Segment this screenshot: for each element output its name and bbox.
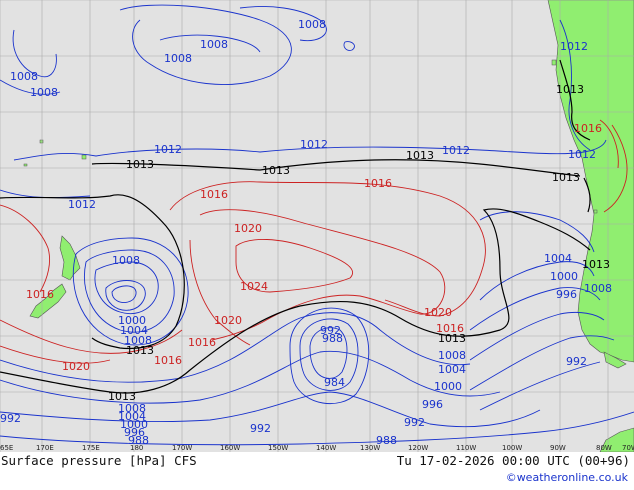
isobar-label: 988 <box>376 434 397 447</box>
tierra-del-fuego <box>603 351 627 369</box>
isobar-label: 1012 <box>68 198 96 211</box>
new-zealand-north <box>59 235 81 281</box>
isobar-label: 1016 <box>26 288 54 301</box>
tick-120w: 120W <box>408 444 428 452</box>
isobar-label: 1016 <box>154 354 182 367</box>
isobar-label: 1008 <box>118 402 146 415</box>
isobar-label: 988 <box>128 434 149 447</box>
isobar-label: 996 <box>124 426 145 439</box>
small-islands <box>23 59 598 214</box>
isobar-label: 992 <box>566 355 587 368</box>
isobar-label: 996 <box>556 288 577 301</box>
isobar-label: 988 <box>322 332 343 345</box>
tick-160w: 160W <box>220 444 240 452</box>
longitude-ticks: 65E 170E 175E 180 170W 160W 150W 140W 13… <box>0 444 634 452</box>
high-pressure-isobars <box>0 119 628 364</box>
tick-90w: 90W <box>550 444 566 452</box>
isobar-label: 1012 <box>300 138 328 151</box>
isobar-label: 1008 <box>124 334 152 347</box>
isobar-label: 1012 <box>154 143 182 156</box>
isobar-label: 1013 <box>438 332 466 345</box>
isobar-label: 1008 <box>164 52 192 65</box>
isobar-label: 992 <box>250 422 271 435</box>
isobar-label: 1000 <box>434 380 462 393</box>
pressure-map: 65E 170E 175E 180 170W 160W 150W 140W 13… <box>0 0 634 452</box>
isobar-label: 1013 <box>582 258 610 271</box>
isobar-label: 1020 <box>214 314 242 327</box>
isobar-label: 1020 <box>234 222 262 235</box>
tick-100w: 100W <box>502 444 522 452</box>
isobar-label: 1020 <box>62 360 90 373</box>
tick-80w: 80W <box>596 444 612 452</box>
isobar-label: 1013 <box>552 171 580 184</box>
isobar-label: 1012 <box>568 148 596 161</box>
tick-110w: 110W <box>456 444 476 452</box>
isobar-label: 1008 <box>298 18 326 31</box>
isobar-label: 1000 <box>550 270 578 283</box>
tick-150w: 150W <box>268 444 288 452</box>
isobar-label: 1016 <box>188 336 216 349</box>
isobar-label: 1008 <box>438 349 466 362</box>
isobar-label: 1004 <box>544 252 572 265</box>
low-pressure-isobars <box>0 4 634 446</box>
source-credit: ©weatheronline.co.uk <box>505 471 628 484</box>
isobar-label: 1012 <box>560 40 588 53</box>
isobar-label: 1008 <box>30 86 58 99</box>
isobar-label: 1004 <box>118 410 146 423</box>
map-title: Surface pressure [hPa] CFS <box>1 453 197 468</box>
ocean-background <box>0 0 634 452</box>
isobar-label: 992 <box>404 416 425 429</box>
isobar-label: 984 <box>324 376 345 389</box>
isobar-label: 992 <box>320 324 341 337</box>
south-shetland <box>599 427 634 452</box>
tick-70w: 70W <box>622 444 634 452</box>
isobar-label: 1012 <box>442 144 470 157</box>
isobar-label: 1024 <box>240 280 268 293</box>
isobar-label: 1008 <box>112 254 140 267</box>
isobar-label: 992 <box>0 412 21 425</box>
isobar-label: 1013 <box>262 164 290 177</box>
isobar-label: 1013 <box>406 149 434 162</box>
isobar-label: 1013 <box>556 83 584 96</box>
isobar-labels: 1008 1008 1008 1008 1008 1012 1012 1012 … <box>0 18 612 447</box>
isobar-label: 1004 <box>438 363 466 376</box>
isobar-label: 1016 <box>364 177 392 190</box>
tick-170w: 170W <box>172 444 192 452</box>
isobar-label: 1016 <box>436 322 464 335</box>
isobar-label: 996 <box>422 398 443 411</box>
isobar-label: 1004 <box>120 324 148 337</box>
tick-170e: 170E <box>36 444 54 452</box>
isobar-label: 1013 <box>126 344 154 357</box>
tick-65e: 65E <box>0 444 13 452</box>
valid-time: Tu 17-02-2026 00:00 UTC (00+96) <box>396 453 630 468</box>
isobar-label: 1000 <box>118 314 146 327</box>
isobar-label: 1000 <box>120 418 148 431</box>
isobar-label: 1016 <box>574 122 602 135</box>
tick-180: 180 <box>130 444 143 452</box>
isobar-label: 1016 <box>200 188 228 201</box>
isobar-label: 1013 <box>108 390 136 403</box>
tick-130w: 130W <box>360 444 380 452</box>
isobar-label: 1013 <box>126 158 154 171</box>
mean-pressure-isobar <box>0 59 591 394</box>
new-zealand-south <box>29 283 67 319</box>
isobar-label: 1008 <box>584 282 612 295</box>
isobar-label: 1008 <box>10 70 38 83</box>
isobar-label: 1020 <box>424 306 452 319</box>
tick-175e: 175E <box>82 444 100 452</box>
map-caption-bar: Surface pressure [hPa] CFS Tu 17-02-2026… <box>0 452 634 490</box>
isobar-label: 1008 <box>200 38 228 51</box>
tick-140w: 140W <box>316 444 336 452</box>
